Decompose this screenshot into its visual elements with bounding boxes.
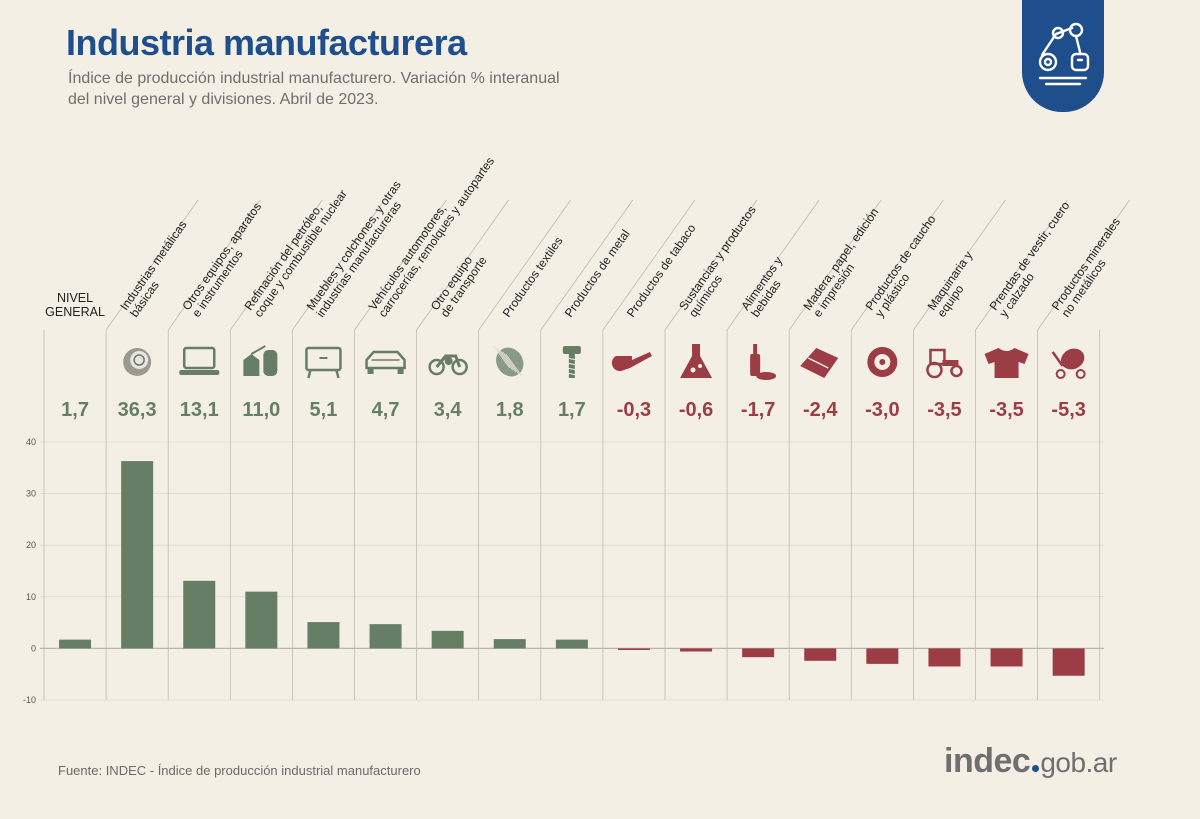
- value-label: -3,5: [989, 399, 1023, 421]
- bar: [431, 630, 464, 649]
- cabinet-icon: [305, 346, 342, 379]
- logo-domain: gob.ar: [1040, 747, 1117, 778]
- sweater-icon: [984, 348, 1029, 378]
- y-tick-label: 10: [26, 592, 36, 602]
- label-divider: [416, 199, 509, 331]
- value-label: 1,7: [61, 399, 89, 421]
- value-label: -1,7: [741, 399, 775, 421]
- pipe-icon: [611, 352, 652, 372]
- metal-coil-icon: [123, 348, 152, 376]
- label-divider: [167, 199, 261, 331]
- value-label: 4,7: [372, 399, 400, 421]
- bar: [245, 591, 278, 649]
- category-label: Productos de metal: [562, 227, 633, 320]
- y-tick-label: 20: [26, 540, 36, 550]
- label-divider: [788, 199, 882, 331]
- logo-dot: [1032, 765, 1040, 772]
- category-label: Otro equipode transporte: [428, 247, 490, 320]
- value-label: -0,6: [679, 399, 713, 421]
- bar: [928, 648, 961, 667]
- section-badge: [1022, 0, 1104, 112]
- value-label: -3,5: [927, 399, 961, 421]
- category-label: Alimentos ybebidas: [738, 254, 795, 320]
- cement-mixer-icon: [1051, 348, 1086, 379]
- source-note: Fuente: INDEC - Índice de producción ind…: [58, 763, 421, 778]
- value-label: 11,0: [242, 399, 280, 421]
- paper-rolls-icon: [800, 348, 839, 378]
- category-label-nivel-general: NIVEL GENERAL: [45, 291, 105, 319]
- bar: [555, 639, 588, 649]
- label-divider: [664, 199, 758, 331]
- tractor-icon: [926, 348, 963, 379]
- value-label: -2,4: [803, 399, 838, 421]
- thread-spool-icon: [493, 345, 524, 377]
- label-divider: [851, 199, 944, 331]
- bar: [369, 624, 402, 649]
- label-divider: [602, 199, 696, 331]
- bar: [990, 648, 1023, 667]
- page-subtitle: Índice de producción industrial manufact…: [68, 68, 628, 110]
- refinery-icon: [243, 345, 278, 376]
- value-label: 3,4: [434, 399, 463, 421]
- tire-icon: [867, 347, 898, 377]
- car-icon: [365, 350, 406, 374]
- label-divider: [292, 199, 385, 331]
- laptop-icon: [179, 346, 220, 375]
- bar: [183, 580, 216, 649]
- category-label: Productos textiles: [500, 234, 566, 320]
- bar: [804, 648, 837, 661]
- page-title: Industria manufacturera: [66, 22, 467, 63]
- indec-logo[interactable]: indec gob.ar: [944, 742, 1117, 781]
- bar: [680, 648, 713, 652]
- label-divider: [478, 199, 571, 331]
- value-label: -3,0: [865, 399, 899, 421]
- bar: [493, 639, 526, 649]
- category-label: Vehículos automotores,carrocerías, remol…: [366, 147, 497, 319]
- motorcycle-icon: [428, 354, 468, 376]
- bar: [617, 648, 650, 650]
- bottle-bread-icon: [750, 344, 777, 380]
- label-divider: [1037, 199, 1130, 331]
- value-label: -0,3: [617, 399, 651, 421]
- bar: [59, 639, 92, 649]
- bar: [1052, 648, 1085, 676]
- y-tick-label: 30: [26, 489, 36, 499]
- category-label: Productos mineralesno metálicos: [1049, 215, 1133, 320]
- flask-icon: [680, 344, 713, 378]
- value-label: 1,7: [558, 399, 586, 421]
- label-divider: [726, 199, 820, 331]
- logo-brand: indec: [944, 742, 1031, 780]
- value-label: 1,8: [496, 399, 524, 421]
- category-label: Maquinaria yequipo: [925, 249, 986, 320]
- robotic-arm-icon: [1038, 22, 1090, 86]
- value-label: 13,1: [180, 399, 219, 421]
- label-divider: [975, 199, 1068, 331]
- value-label: -5,3: [1051, 399, 1085, 421]
- label-divider: [105, 199, 199, 331]
- y-tick-label: 40: [26, 437, 36, 447]
- bar: [866, 648, 899, 664]
- value-label: 36,3: [118, 399, 157, 421]
- label-divider: [230, 199, 323, 331]
- label-divider: [540, 199, 634, 331]
- bar: [121, 461, 154, 649]
- y-tick-label: 0: [31, 643, 36, 653]
- bolt-icon: [562, 346, 581, 378]
- subtitle-line-1: Índice de producción industrial manufact…: [68, 70, 560, 87]
- bar: [742, 648, 775, 658]
- label-divider: [354, 199, 447, 331]
- bar: [307, 622, 340, 649]
- y-tick-label: -10: [23, 695, 36, 705]
- subtitle-line-2: del nivel general y divisiones. Abril de…: [68, 91, 379, 108]
- label-divider: [913, 199, 1006, 331]
- value-label: 5,1: [310, 399, 338, 421]
